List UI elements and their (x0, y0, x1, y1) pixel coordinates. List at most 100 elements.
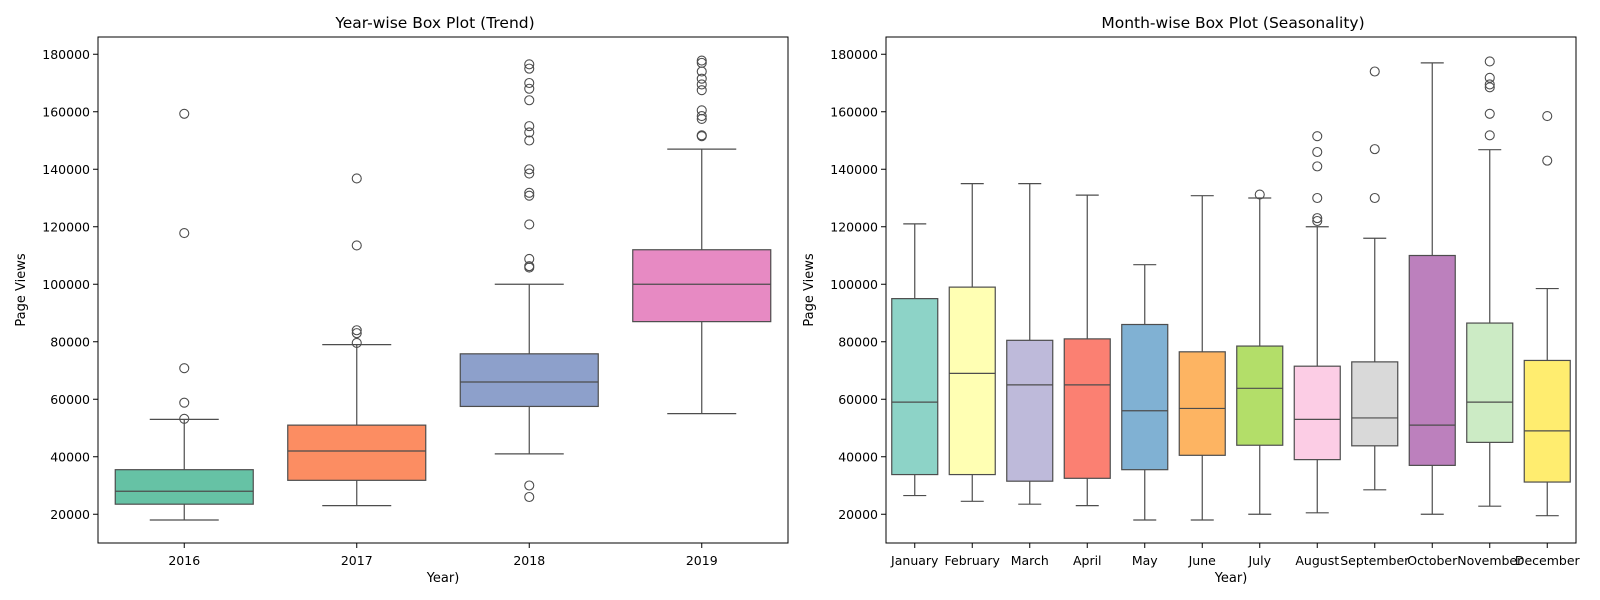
y-tick-label: 40000 (838, 449, 878, 464)
box-April (1063, 194, 1111, 507)
outlier-point (524, 95, 535, 106)
outlier-point (1312, 192, 1323, 204)
iqr-box (1466, 322, 1514, 443)
y-tick-label: 120000 (42, 219, 90, 234)
box-series (891, 56, 1571, 521)
outlier-point (1369, 192, 1380, 204)
outlier-point (1542, 111, 1553, 122)
box-August (1293, 131, 1341, 514)
outlier-point (1312, 146, 1323, 158)
y-axis: 20000 40000 60000 80000 100000 120000 140000 16… (830, 47, 886, 522)
box-2019 (632, 55, 772, 415)
iqr-box (459, 353, 599, 408)
outlier-point (179, 363, 190, 374)
x-tick-label: December (1515, 553, 1581, 568)
x-tick-label: 2018 (513, 553, 545, 568)
outlier-point (696, 57, 707, 68)
outlier-point (1369, 144, 1380, 155)
outlier-point (351, 337, 362, 348)
outlier-point (1312, 215, 1323, 227)
outlier-point (524, 261, 535, 272)
outlier-point (696, 85, 707, 96)
x-tick-label: June (1188, 553, 1217, 568)
x-axis-label: Year) (1214, 571, 1248, 586)
box-January (891, 223, 939, 497)
outlier-point (524, 219, 535, 230)
y-axis-label: Page Views (14, 253, 29, 326)
iqr-box (1408, 254, 1456, 466)
outlier-point (524, 190, 535, 201)
outlier-point (524, 63, 535, 74)
box-series (114, 55, 772, 521)
outlier-point (1484, 72, 1495, 83)
y-tick-label: 180000 (830, 47, 878, 62)
outlier-point (1484, 108, 1495, 119)
box-2016 (114, 108, 254, 521)
box-July (1236, 189, 1284, 515)
outlier-point (179, 397, 190, 408)
x-tick-label: April (1073, 553, 1102, 568)
outlier-point (524, 164, 535, 175)
y-tick-label: 160000 (830, 104, 878, 119)
box-2018 (459, 59, 599, 503)
x-tick-label: 2016 (168, 553, 200, 568)
outlier-point (351, 325, 362, 336)
outlier-point (524, 59, 535, 70)
outlier-point (524, 491, 535, 503)
outlier-point (1312, 213, 1323, 224)
outlier-point (524, 253, 535, 265)
outlier-point (179, 228, 190, 239)
x-axis: 2016 2017 2018 2019 (168, 543, 718, 568)
x-tick-label: October (1407, 553, 1458, 568)
box-September (1351, 66, 1399, 491)
year-wise-panel: Year-wise Box Plot (Trend) 20000 40000 600… (14, 14, 789, 586)
iqr-box (891, 298, 939, 476)
x-tick-label: May (1132, 553, 1158, 568)
iqr-box (1063, 338, 1111, 479)
y-axis: 20000 40000 60000 80000 100000 120000 140000 16… (42, 47, 98, 522)
outlier-point (1484, 130, 1495, 141)
outlier-point (351, 173, 362, 184)
y-tick-label: 160000 (42, 104, 90, 119)
x-tick-label: November (1457, 553, 1523, 568)
outlier-point (696, 55, 707, 66)
box-2017 (287, 173, 427, 507)
x-axis: January February March April May June July Augu… (890, 543, 1581, 568)
outlier-point (1254, 189, 1265, 200)
outlier-point (696, 111, 707, 122)
outlier-point (696, 73, 707, 84)
chart-title: Year-wise Box Plot (Trend) (334, 14, 534, 32)
y-tick-label: 100000 (42, 277, 90, 292)
x-tick-label: February (945, 553, 1001, 568)
outlier-point (1484, 56, 1495, 67)
outlier-point (179, 108, 190, 119)
outlier-point (1542, 155, 1553, 166)
x-tick-label: September (1340, 553, 1410, 568)
x-tick-label: July (1248, 553, 1272, 568)
x-tick-label: March (1011, 553, 1049, 568)
iqr-box (948, 286, 996, 476)
outlier-point (524, 135, 535, 146)
box-June (1178, 195, 1226, 521)
y-axis-label: Page Views (802, 253, 817, 326)
box-March (1006, 183, 1054, 505)
iqr-box (632, 249, 772, 323)
iqr-box (1236, 345, 1284, 446)
y-tick-label: 80000 (838, 334, 878, 349)
chart-title: Month-wise Box Plot (Seasonality) (1101, 14, 1364, 32)
outlier-point (524, 77, 535, 89)
outlier-point (1369, 66, 1380, 77)
box-February (948, 183, 996, 502)
outlier-point (524, 480, 535, 491)
outlier-point (524, 168, 535, 179)
box-December (1523, 111, 1571, 517)
x-tick-label: 2019 (686, 553, 718, 568)
outlier-point (1312, 161, 1323, 172)
y-tick-label: 20000 (838, 507, 878, 522)
y-tick-label: 40000 (50, 449, 90, 464)
iqr-box (1178, 351, 1226, 456)
y-tick-label: 120000 (830, 219, 878, 234)
y-tick-label: 140000 (830, 162, 878, 177)
plot-frame (97, 36, 789, 544)
